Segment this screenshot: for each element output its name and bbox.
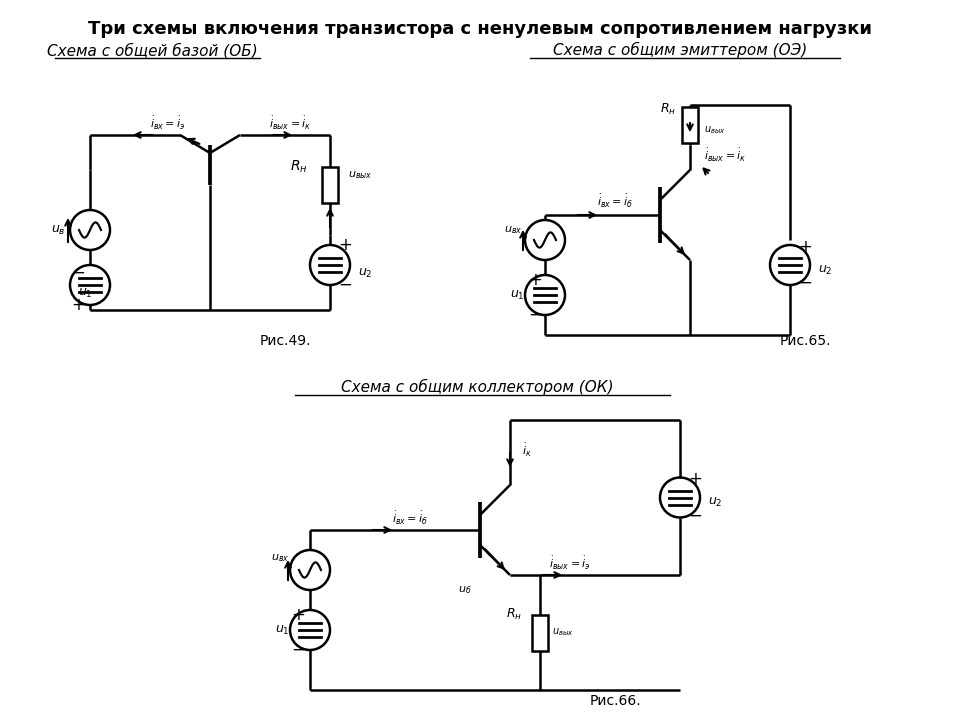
Text: −: − bbox=[688, 506, 702, 524]
Text: $u_2$: $u_2$ bbox=[708, 496, 723, 509]
Text: −: − bbox=[71, 264, 84, 282]
Text: $\dot{i}_{вх}=\dot{i}_б$: $\dot{i}_{вх}=\dot{i}_б$ bbox=[392, 510, 428, 526]
Text: +: + bbox=[291, 606, 305, 624]
Text: $R_н$: $R_н$ bbox=[506, 607, 522, 622]
Text: $R_н$: $R_н$ bbox=[660, 102, 676, 117]
Text: $u_1$: $u_1$ bbox=[78, 287, 93, 300]
Text: +: + bbox=[528, 271, 542, 289]
Text: Схема с общим эмиттером (ОЭ): Схема с общим эмиттером (ОЭ) bbox=[553, 42, 807, 58]
Text: $u_{вх}$: $u_{вх}$ bbox=[504, 224, 522, 236]
Text: $u_2$: $u_2$ bbox=[358, 266, 372, 279]
Text: $\dot{i}_{вых}=\dot{i}_к$: $\dot{i}_{вых}=\dot{i}_к$ bbox=[269, 114, 311, 132]
Text: Рис.49.: Рис.49. bbox=[260, 334, 311, 348]
Text: $u_{вых}$: $u_{вых}$ bbox=[704, 124, 726, 136]
Text: −: − bbox=[798, 274, 812, 292]
Bar bbox=[322, 167, 338, 203]
Text: +: + bbox=[338, 236, 352, 254]
Text: $\dot{i}_к$: $\dot{i}_к$ bbox=[522, 441, 532, 459]
Text: +: + bbox=[688, 470, 702, 488]
Bar bbox=[682, 107, 698, 143]
Text: $u_в$: $u_в$ bbox=[51, 223, 65, 237]
Text: $\dot{i}_{вых}=\dot{i}_к$: $\dot{i}_{вых}=\dot{i}_к$ bbox=[704, 146, 746, 163]
Text: $u_1$: $u_1$ bbox=[510, 289, 524, 302]
Text: Схема с общим коллектором (ОК): Схема с общим коллектором (ОК) bbox=[341, 379, 619, 395]
Text: −: − bbox=[528, 306, 542, 324]
Text: $u_{вх}$: $u_{вх}$ bbox=[271, 552, 289, 564]
Text: $R_н$: $R_н$ bbox=[290, 159, 308, 175]
Text: $u_2$: $u_2$ bbox=[818, 264, 832, 276]
Text: $\dot{i}_{вх}=\dot{i}_э$: $\dot{i}_{вх}=\dot{i}_э$ bbox=[151, 114, 185, 132]
Text: Три схемы включения транзистора с ненулевым сопротивлением нагрузки: Три схемы включения транзистора с ненуле… bbox=[88, 20, 872, 38]
Text: Рис.65.: Рис.65. bbox=[780, 334, 831, 348]
Bar bbox=[532, 614, 548, 650]
Text: $u_б$: $u_б$ bbox=[458, 584, 471, 596]
Text: $\dot{i}_{вх}=\dot{i}_б$: $\dot{i}_{вх}=\dot{i}_б$ bbox=[597, 192, 633, 210]
Text: −: − bbox=[338, 276, 352, 294]
Text: Схема с общей базой (ОБ): Схема с общей базой (ОБ) bbox=[47, 42, 263, 58]
Text: Рис.66.: Рис.66. bbox=[590, 694, 641, 708]
Text: $\dot{i}_{вых}=\dot{i}_э$: $\dot{i}_{вых}=\dot{i}_э$ bbox=[549, 554, 590, 572]
Text: −: − bbox=[291, 641, 305, 659]
Text: +: + bbox=[798, 238, 812, 256]
Text: +: + bbox=[71, 296, 84, 314]
Text: $u_{вых}$: $u_{вых}$ bbox=[348, 169, 372, 181]
Text: $u_1$: $u_1$ bbox=[275, 624, 289, 636]
Text: $u_{вых}$: $u_{вых}$ bbox=[552, 626, 574, 639]
